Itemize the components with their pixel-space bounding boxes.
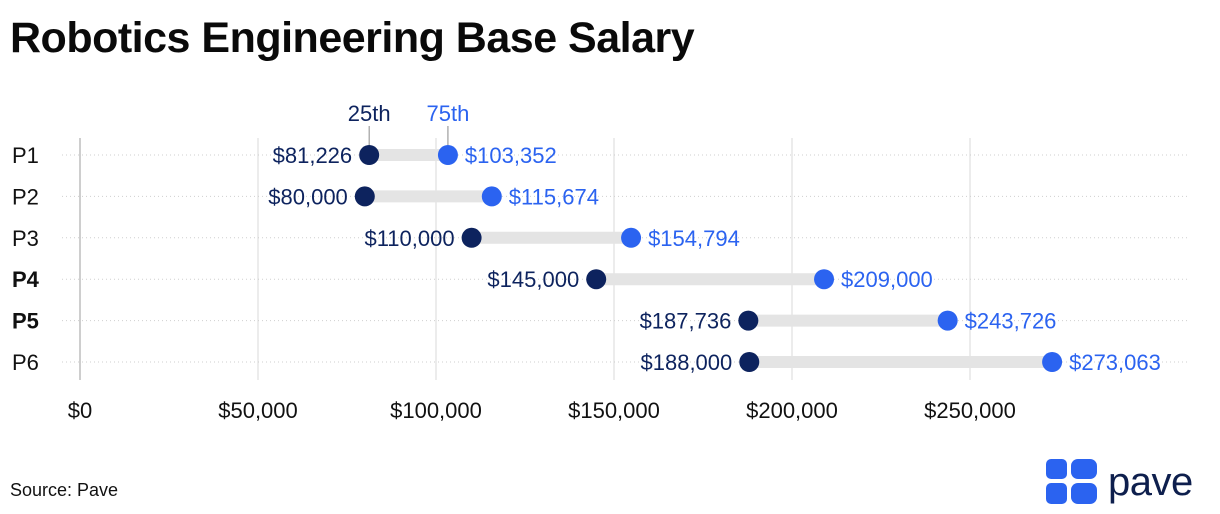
p75-value-label: $243,726 xyxy=(965,309,1057,334)
p75-value-label: $103,352 xyxy=(465,143,557,168)
p25-value-label: $145,000 xyxy=(487,267,579,292)
p25-point xyxy=(738,310,759,331)
p75-value-label: $273,063 xyxy=(1069,350,1161,375)
p25-value-label: $81,226 xyxy=(273,143,353,168)
p75-point xyxy=(481,186,502,207)
x-tick-label: $50,000 xyxy=(218,398,298,423)
x-tick-label: $150,000 xyxy=(568,398,660,423)
p75-value-label: $115,674 xyxy=(509,184,599,209)
p75-value-label: $154,794 xyxy=(648,226,740,251)
p25-value-label: $187,736 xyxy=(640,309,732,334)
p25-point xyxy=(739,352,760,372)
x-tick-label: $100,000 xyxy=(390,398,482,423)
p25-header-label: 25th xyxy=(348,101,391,126)
p75-point xyxy=(437,145,458,165)
p25-point xyxy=(354,186,375,207)
p25-value-label: $80,000 xyxy=(268,184,348,209)
p75-point xyxy=(937,310,958,331)
row-label: P1 xyxy=(12,143,39,168)
p25-value-label: $188,000 xyxy=(641,350,733,375)
p75-point xyxy=(1042,352,1063,372)
chart-title: Robotics Engineering Base Salary xyxy=(10,14,695,62)
row-label: P5 xyxy=(12,309,39,334)
p25-point xyxy=(586,269,607,290)
row-label: P6 xyxy=(12,350,39,375)
row-label: P4 xyxy=(12,267,40,292)
row-label: P2 xyxy=(12,184,39,209)
row-label: P3 xyxy=(12,226,39,251)
pave-logo: pave xyxy=(1046,459,1193,505)
p75-header-label: 75th xyxy=(427,101,470,126)
p25-point xyxy=(461,227,482,248)
p75-point xyxy=(621,227,642,248)
x-tick-label: $250,000 xyxy=(924,398,1016,423)
x-tick-label: $0 xyxy=(68,398,92,423)
source-note: Source: Pave xyxy=(10,480,119,500)
p25-point xyxy=(359,145,380,165)
pave-logo-wordmark: pave xyxy=(1108,460,1193,504)
p25-value-label: $110,000 xyxy=(364,226,454,251)
x-tick-label: $200,000 xyxy=(746,398,838,423)
pave-logo-mark-icon xyxy=(1046,459,1097,504)
p75-point xyxy=(814,269,835,290)
p75-value-label: $209,000 xyxy=(841,267,933,292)
